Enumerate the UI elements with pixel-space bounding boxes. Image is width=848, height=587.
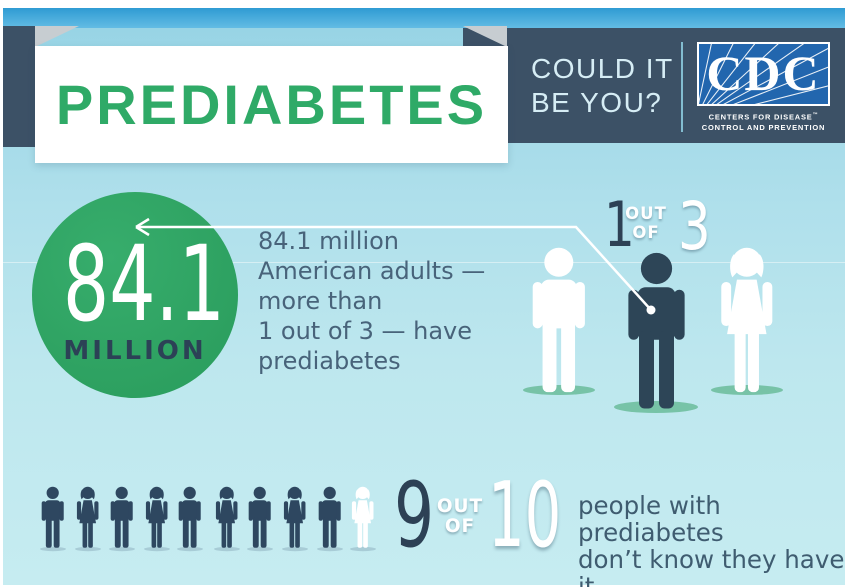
stat1-line: 84.1 million [258, 227, 400, 255]
stat-circle-unit: MILLION [63, 336, 207, 366]
man-figure-dark [178, 486, 201, 548]
cdc-logo: CDC CENTERS FOR DISEASE™ CONTROL AND PRE… [697, 42, 830, 133]
woman-figure-white [351, 486, 374, 548]
stat-circle-84-million: 84.1 MILLION [32, 192, 238, 398]
ribbon-left-tab [3, 26, 35, 147]
stat2-line2: don’t know they have it [578, 545, 845, 587]
background-seam [3, 262, 845, 263]
woman-figure-dark [215, 486, 238, 548]
man-figure-dark [318, 486, 341, 548]
man-figure-dark [248, 486, 271, 548]
arrow-endpoint-dot [646, 305, 656, 315]
woman-figure-dark [283, 486, 306, 548]
stat1-line: 1 out of 3 — have [258, 317, 473, 345]
arrow-line [136, 225, 652, 311]
of-label: OF [632, 222, 660, 242]
stat1-line: prediabetes [258, 347, 401, 375]
ratio1-out-of-label: OUT OF [624, 204, 668, 242]
cdc-acronym: CDC [706, 45, 821, 101]
header-divider [681, 42, 683, 132]
title-ribbon: PREDIABETES [35, 46, 508, 163]
arrowhead-icon [135, 217, 150, 237]
tagline-line2: BE YOU? [531, 87, 663, 118]
man-figure-dark [41, 486, 64, 548]
tagline: COULD IT BE YOU? [531, 52, 674, 120]
out-label: OUT [625, 204, 667, 223]
ratio2-denominator: 10 [488, 463, 562, 568]
out-label: OUT [436, 496, 484, 517]
cdc-logo-box: CDC [697, 42, 830, 106]
woman-figure-dark [76, 486, 99, 548]
stat-circle-value: 84.1 [62, 223, 225, 345]
figure-shadow [614, 401, 698, 413]
stat1-line: more than [258, 287, 383, 315]
cdc-org-name: CENTERS FOR DISEASE™ CONTROL AND PREVENT… [697, 110, 830, 133]
man-figure-dark [110, 486, 133, 548]
stat1-line: American adults — [258, 257, 486, 285]
tagline-line1: COULD IT [531, 53, 674, 84]
row-shadows [40, 546, 376, 552]
stat2-description: people with prediabetes don’t know they … [578, 492, 848, 587]
figure-shadow [523, 385, 595, 395]
cdc-rays-icon [699, 44, 828, 104]
cdc-org-line1: CENTERS FOR DISEASE™ [708, 112, 819, 122]
stat2-line1: people with prediabetes [578, 491, 724, 547]
ratio2-numerator: 9 [394, 463, 435, 568]
cdc-org-line2: CONTROL AND PREVENTION [701, 122, 826, 132]
ratio1-numerator: 1 [604, 188, 635, 261]
stat1-description: 84.1 million American adults — more than… [258, 226, 528, 376]
figure-shadow [711, 385, 783, 395]
top-sky-band [3, 8, 845, 28]
page-title: PREDIABETES [55, 73, 488, 136]
trademark-symbol: ™ [812, 112, 819, 118]
ratio2-out-of-label: OUT OF [434, 497, 486, 537]
ratio1-denominator: 3 [678, 188, 711, 265]
of-label: OF [444, 516, 476, 537]
woman-figure-dark [145, 486, 168, 548]
